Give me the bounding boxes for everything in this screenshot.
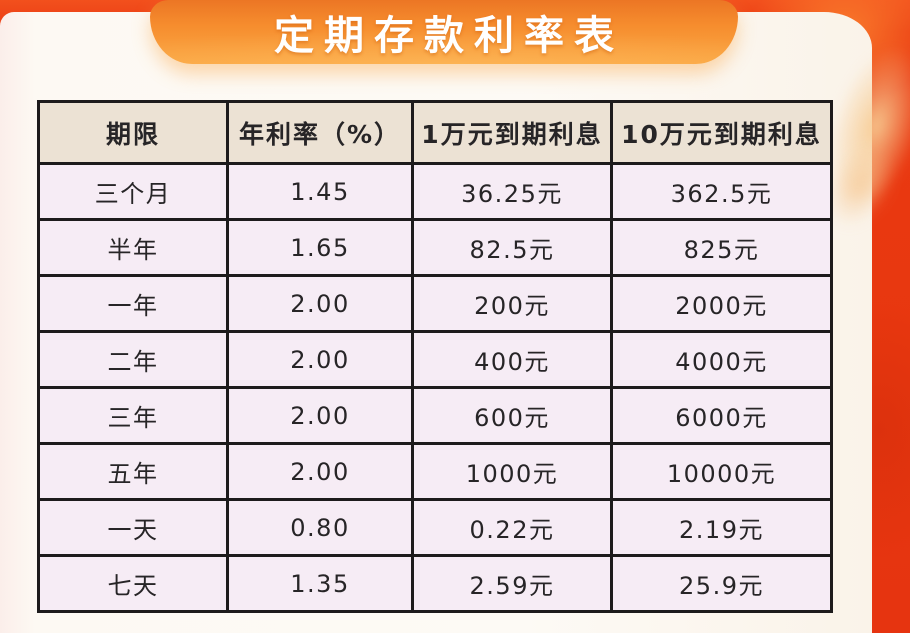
table-row: 一天 0.80 0.22元 2.19元: [37, 498, 833, 557]
cell-interest-10k: 82.5元: [411, 218, 613, 277]
table-row: 一年 2.00 200元 2000元: [37, 274, 833, 333]
col-header-term: 期限: [37, 100, 229, 165]
cell-interest-100k: 10000元: [610, 442, 833, 501]
cell-interest-100k: 825元: [610, 218, 833, 277]
cell-interest-100k: 4000元: [610, 330, 833, 389]
table-header-row: 期限 年利率（%） 1万元到期利息 10万元到期利息: [37, 100, 833, 165]
cell-rate: 1.65: [226, 218, 414, 277]
table-row: 半年 1.65 82.5元 825元: [37, 218, 833, 277]
cell-interest-100k: 2.19元: [610, 498, 833, 557]
cell-term: 一天: [37, 498, 229, 557]
page-title: 定期存款利率表: [274, 13, 624, 59]
table-row: 七天 1.35 2.59元 25.9元: [37, 554, 833, 613]
cell-term: 二年: [37, 330, 229, 389]
cell-term: 五年: [37, 442, 229, 501]
cell-interest-10k: 2.59元: [411, 554, 613, 613]
table-row: 三年 2.00 600元 6000元: [37, 386, 833, 445]
cell-rate: 2.00: [226, 274, 414, 333]
cell-interest-10k: 400元: [411, 330, 613, 389]
col-header-interest-100k: 10万元到期利息: [610, 100, 833, 165]
cell-interest-100k: 362.5元: [610, 162, 833, 221]
table-row: 三个月 1.45 36.25元 362.5元: [37, 162, 833, 221]
cell-interest-100k: 2000元: [610, 274, 833, 333]
title-banner: 定期存款利率表: [150, 0, 738, 64]
cell-interest-10k: 600元: [411, 386, 613, 445]
cell-term: 一年: [37, 274, 229, 333]
table-row: 五年 2.00 1000元 10000元: [37, 442, 833, 501]
cell-rate: 1.35: [226, 554, 414, 613]
cell-interest-10k: 200元: [411, 274, 613, 333]
cell-rate: 1.45: [226, 162, 414, 221]
cell-interest-10k: 1000元: [411, 442, 613, 501]
cell-rate: 2.00: [226, 330, 414, 389]
cell-term: 三年: [37, 386, 229, 445]
cell-interest-100k: 25.9元: [610, 554, 833, 613]
deposit-rate-table: 期限 年利率（%） 1万元到期利息 10万元到期利息 三个月 1.45 36.2…: [37, 100, 833, 613]
cell-term: 半年: [37, 218, 229, 277]
cell-term: 七天: [37, 554, 229, 613]
col-header-annual-rate: 年利率（%）: [226, 100, 414, 165]
cell-term: 三个月: [37, 162, 229, 221]
cell-rate: 2.00: [226, 442, 414, 501]
cell-rate: 2.00: [226, 386, 414, 445]
cell-interest-10k: 0.22元: [411, 498, 613, 557]
col-header-interest-10k: 1万元到期利息: [411, 100, 613, 165]
cell-interest-10k: 36.25元: [411, 162, 613, 221]
cell-rate: 0.80: [226, 498, 414, 557]
cell-interest-100k: 6000元: [610, 386, 833, 445]
table-row: 二年 2.00 400元 4000元: [37, 330, 833, 389]
